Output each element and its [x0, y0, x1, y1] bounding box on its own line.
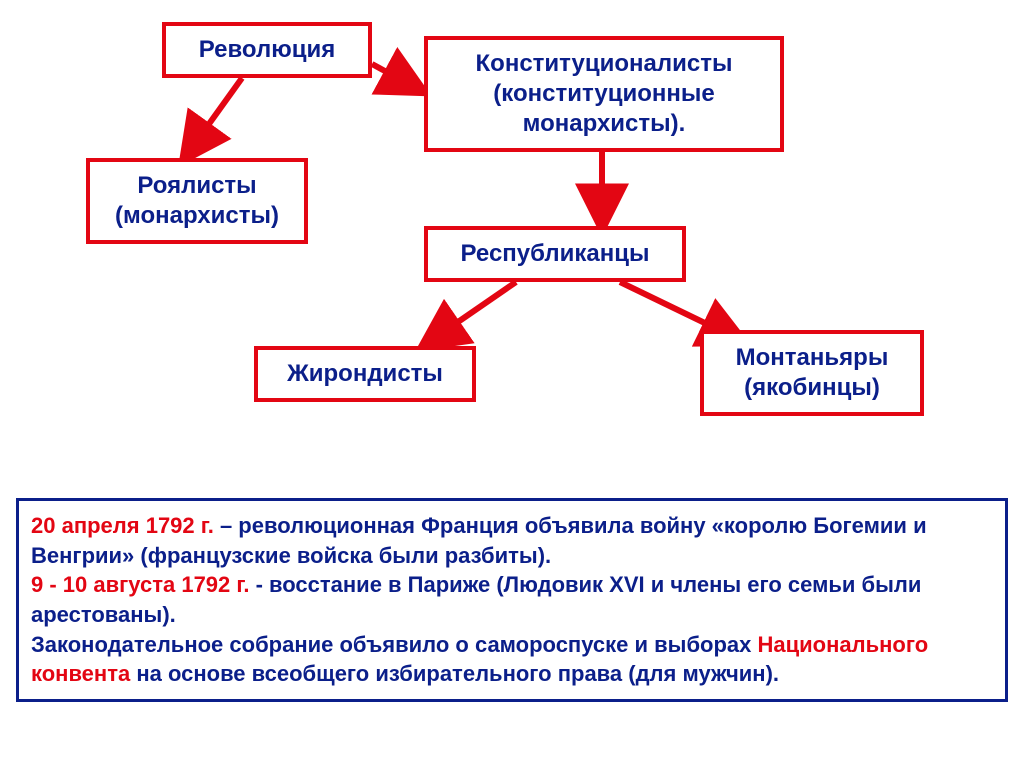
node-montagnards: Монтаньяры(якобинцы)	[700, 330, 924, 416]
node-girondins: Жирондисты	[254, 346, 476, 402]
footer-line-1: 9 - 10 августа 1792 г. - восстание в Пар…	[31, 570, 993, 629]
node-revolution: Революция	[162, 22, 372, 78]
footer-line-2: Законодательное собрание объявило о само…	[31, 630, 993, 689]
node-royalists: Роялисты(монархисты)	[86, 158, 308, 244]
arrow-0	[186, 78, 242, 156]
arrow-3	[426, 282, 516, 344]
flowchart: Революция Конституционалисты(конституцион…	[0, 0, 1024, 490]
footer-text-box: 20 апреля 1792 г. – революционная Франци…	[16, 498, 1008, 702]
node-republicans: Республиканцы	[424, 226, 686, 282]
footer-line-0: 20 апреля 1792 г. – революционная Франци…	[31, 511, 993, 570]
node-constitutionalists: Конституционалисты(конституционныемонарх…	[424, 36, 784, 152]
arrow-1	[372, 64, 420, 90]
